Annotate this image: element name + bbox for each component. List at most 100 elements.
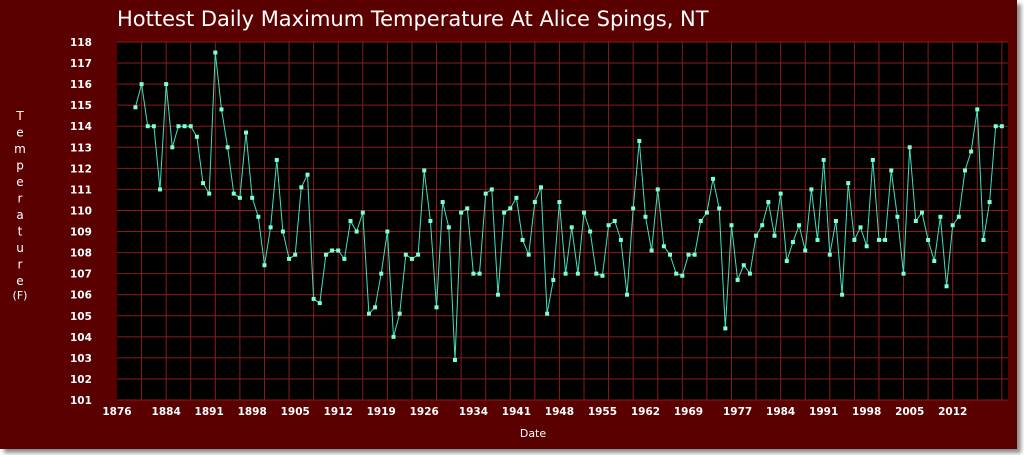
data-point — [606, 223, 611, 228]
data-point — [864, 244, 869, 249]
x-tick-label: 1934 — [459, 406, 488, 418]
data-point — [403, 252, 408, 257]
x-tick-label: 1984 — [766, 406, 795, 418]
data-point — [176, 124, 181, 129]
y-axis-label: Temperature — [14, 109, 26, 288]
data-point — [317, 301, 322, 306]
x-tick-label: 1926 — [410, 406, 439, 418]
data-point — [262, 263, 267, 268]
data-point — [784, 259, 789, 264]
data-point — [919, 210, 924, 215]
data-point — [588, 229, 593, 234]
data-point — [625, 292, 630, 297]
chart-title: Hottest Daily Maximum Temperature At Ali… — [117, 7, 709, 31]
data-point — [158, 187, 163, 192]
y-axis-label-letter: e — [16, 274, 23, 288]
data-point — [373, 305, 378, 310]
data-point — [975, 107, 980, 112]
y-tick-labels: 101 102 103 104 105 106 107 108 109 110 111 112 113 1… — [70, 37, 92, 407]
data-point — [729, 223, 734, 228]
y-tick-label: 105 — [70, 311, 92, 323]
data-point — [698, 219, 703, 223]
data-point — [194, 134, 199, 139]
data-point — [219, 107, 224, 112]
y-tick-label: 117 — [70, 58, 92, 70]
x-tick-label: 1991 — [809, 406, 838, 418]
data-point — [397, 311, 402, 316]
y-axis-label-letter: u — [16, 241, 24, 255]
data-point — [827, 252, 832, 257]
data-point — [661, 244, 666, 249]
data-point — [876, 237, 881, 242]
data-point — [674, 271, 679, 276]
x-tick-label: 1876 — [102, 406, 131, 418]
data-point — [790, 240, 795, 245]
data-point — [311, 296, 316, 301]
x-axis-label: Date — [520, 427, 547, 440]
data-point — [409, 256, 414, 261]
data-point — [483, 191, 488, 196]
data-point — [434, 305, 439, 310]
data-point — [348, 219, 353, 223]
data-point — [514, 195, 519, 200]
x-tick-label: 2005 — [895, 406, 924, 418]
x-tick-label: 1941 — [502, 406, 531, 418]
data-point — [969, 149, 974, 154]
x-tick-label: 1919 — [367, 406, 396, 418]
data-point — [145, 124, 150, 129]
data-point — [717, 206, 722, 211]
data-point — [274, 157, 279, 162]
data-point — [913, 219, 918, 223]
data-point — [366, 311, 371, 316]
data-point — [950, 223, 955, 228]
data-point — [489, 187, 494, 192]
y-tick-label: 111 — [70, 184, 92, 196]
data-point — [999, 124, 1004, 129]
data-point — [213, 50, 218, 55]
data-point — [471, 271, 476, 276]
data-point — [569, 225, 574, 230]
data-point — [846, 181, 851, 186]
y-tick-label: 115 — [70, 100, 92, 112]
data-point — [649, 248, 654, 253]
data-point — [526, 252, 531, 257]
data-point — [151, 124, 156, 129]
y-tick-label: 116 — [70, 79, 92, 91]
data-point — [815, 237, 820, 242]
data-point — [139, 82, 144, 87]
data-point — [428, 219, 433, 223]
data-point — [545, 311, 550, 316]
data-point — [237, 195, 242, 200]
y-tick-label: 102 — [70, 374, 92, 386]
data-point — [944, 284, 949, 289]
data-point — [201, 181, 206, 186]
data-point — [280, 229, 285, 234]
data-point — [231, 191, 236, 196]
x-tick-label: 1891 — [195, 406, 224, 418]
data-point — [803, 248, 808, 253]
x-tick-label: 1977 — [723, 406, 752, 418]
x-tick-label: 1898 — [238, 406, 267, 418]
data-point — [452, 357, 457, 362]
data-point — [612, 219, 617, 223]
data-point — [416, 252, 421, 257]
data-point — [809, 187, 814, 192]
data-point — [170, 145, 175, 150]
x-tick-label: 1948 — [545, 406, 574, 418]
plot-area — [117, 42, 1008, 400]
data-point — [741, 263, 746, 268]
data-point — [385, 229, 390, 234]
x-tick-label: 1912 — [324, 406, 353, 418]
data-point — [459, 210, 464, 215]
data-point — [889, 168, 894, 173]
data-point — [735, 277, 740, 282]
y-axis-unit: (F) — [13, 289, 28, 302]
data-point — [446, 225, 451, 230]
x-tick-labels: 1876 1884 1891 1898 1905 1912 1919 1926 1934 1941… — [102, 406, 967, 418]
y-axis-label-letter: T — [15, 109, 24, 123]
x-tick-label: 1905 — [281, 406, 310, 418]
data-point — [747, 271, 752, 276]
data-point — [840, 292, 845, 297]
x-tick-label: 1969 — [674, 406, 703, 418]
